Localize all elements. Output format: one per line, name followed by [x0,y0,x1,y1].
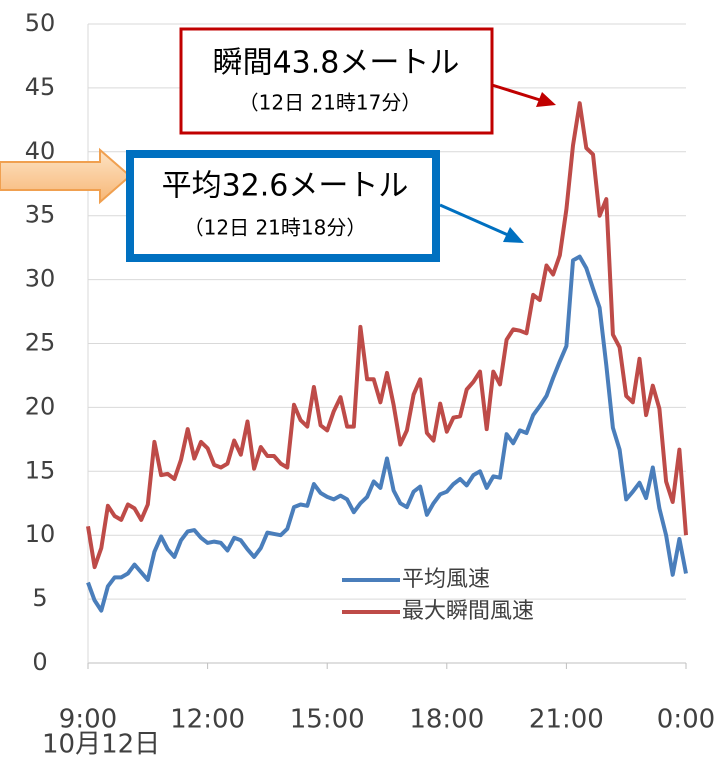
callout-arrow [439,203,509,237]
callout-arrowhead [503,227,524,243]
y-tick-label: 45 [25,73,56,101]
legend-label: 平均風速 [402,567,490,592]
callout-arrowhead [536,92,556,107]
legend-label: 最大瞬間風速 [402,599,534,624]
callout-box [126,150,440,262]
x-tick-label: 18:00 [409,705,484,735]
y-tick-label: 10 [25,520,56,548]
x-axis-label: 10月12日 [42,730,160,760]
callout-text: 瞬間43.8メートル [213,46,460,81]
pointer-arrow [0,147,132,205]
y-tick-label: 0 [32,648,47,676]
callout-arrow [491,83,541,102]
y-tick-label: 15 [25,456,56,484]
y-tick-label: 50 [25,9,56,37]
x-tick-label: 12:00 [170,705,245,735]
callout-box [179,27,494,135]
callout-text: 平均32.6メートル [162,169,409,204]
x-tick-label: 9:00 [59,705,117,735]
y-tick-label: 25 [25,329,56,357]
callout-time: （12日 21時18分） [184,216,367,240]
y-tick-label: 35 [25,201,56,229]
x-tick-label: 21:00 [529,705,604,735]
y-tick-label: 40 [25,137,56,165]
y-tick-label: 20 [25,392,56,420]
y-tick-label: 5 [32,584,47,612]
y-tick-label: 30 [25,265,56,293]
series-line [86,254,688,613]
series-line [86,101,688,570]
x-tick-label: 15:00 [290,705,365,735]
callout-time: （12日 21時17分） [239,91,422,115]
x-tick-label: 0:00 [657,705,715,735]
